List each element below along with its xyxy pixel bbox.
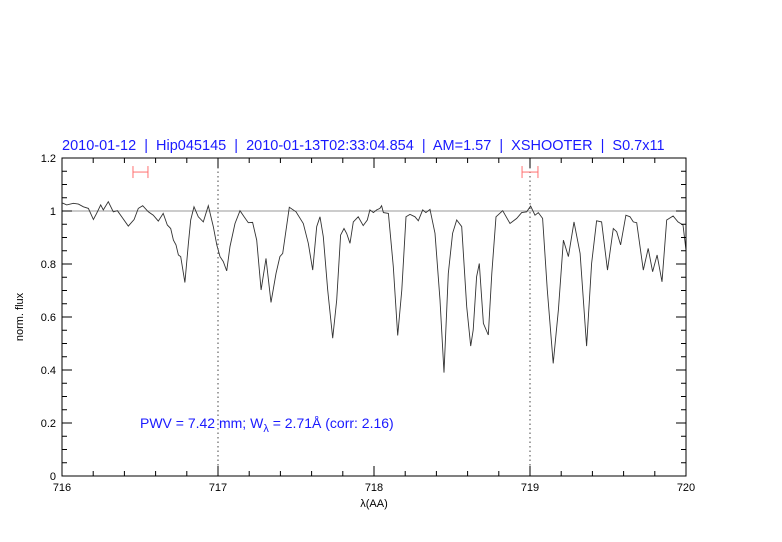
y-tick-label: 0.6 [41, 312, 56, 324]
x-tick-label: 720 [677, 482, 695, 494]
annotation-prefix: PWV = 7.42 mm; W [140, 415, 264, 431]
y-tick-label: 0.2 [41, 418, 56, 430]
y-axis-label: norm. flux [14, 292, 26, 341]
spectrum-line [61, 200, 687, 373]
chart-title: 2010-01-12 | Hip045145 | 2010-01-13T02:3… [62, 138, 665, 154]
x-tick-label: 716 [53, 482, 71, 494]
annotation-suffix: = 2.71Å (corr: 2.16) [269, 415, 394, 431]
y-tick-label: 0.4 [41, 365, 56, 377]
pwv-annotation: PWV = 7.42 mm; Wλ = 2.71Å (corr: 2.16) [140, 415, 394, 435]
x-axis-label: λ(AA) [360, 498, 388, 510]
y-tick-label: 1.2 [41, 153, 56, 165]
x-tick-label: 718 [365, 482, 383, 494]
annotation-subscript: λ [263, 423, 269, 435]
x-tick-label: 717 [209, 482, 227, 494]
plot-area: 716 717 718 719 720 0 0.2 0.4 0.6 0.8 1 1.2 [41, 153, 695, 494]
y-tick-label: 0.8 [41, 259, 56, 271]
y-tick-label: 1 [50, 206, 56, 218]
y-tick-label: 0 [50, 471, 56, 483]
x-tick-label: 719 [521, 482, 539, 494]
